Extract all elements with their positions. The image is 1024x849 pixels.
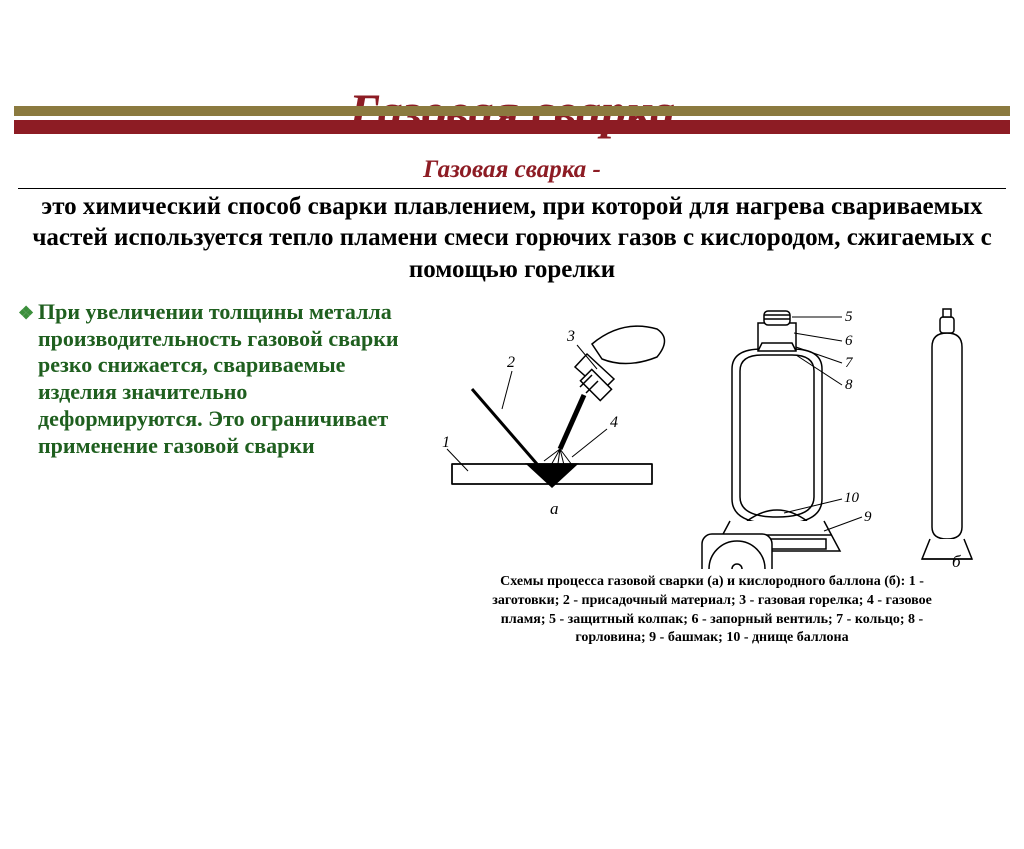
welding-diagram: 1 2 3 4 а <box>418 299 1006 569</box>
label-a: а <box>550 499 559 518</box>
diagram-b-slim <box>922 309 972 559</box>
label-2: 2 <box>507 354 515 371</box>
figure-area: 1 2 3 4 а <box>418 299 1006 649</box>
subtitle: Газовая сварка - <box>0 156 1024 184</box>
label-b: б <box>952 552 961 569</box>
header-bars <box>14 106 1010 136</box>
bullet-block: ❖ При увеличении толщины металла произво… <box>18 299 408 649</box>
red-stripe <box>14 120 1010 134</box>
bullet-text: При увеличении толщины металла производи… <box>38 299 399 458</box>
diagram-b-base-plan <box>702 534 772 569</box>
figure-caption: Схемы процесса газовой сварки (а) и кисл… <box>418 573 1006 649</box>
label-8: 8 <box>845 377 853 393</box>
diagram-a <box>447 326 665 487</box>
content-row: ❖ При увеличении толщины металла произво… <box>0 299 1024 649</box>
label-3: 3 <box>566 328 575 345</box>
label-10: 10 <box>844 490 860 506</box>
gold-stripe <box>14 106 1010 116</box>
label-4: 4 <box>610 414 618 431</box>
label-6: 6 <box>845 333 853 349</box>
diagram-b-cutaway <box>714 311 862 551</box>
label-9: 9 <box>864 509 872 525</box>
label-7: 7 <box>845 355 854 371</box>
divider <box>18 188 1006 189</box>
label-5: 5 <box>845 309 853 325</box>
bullet-marker-icon: ❖ <box>18 303 34 325</box>
definition-text: это химический способ сварки плавлением,… <box>0 191 1024 285</box>
label-1: 1 <box>442 434 450 451</box>
